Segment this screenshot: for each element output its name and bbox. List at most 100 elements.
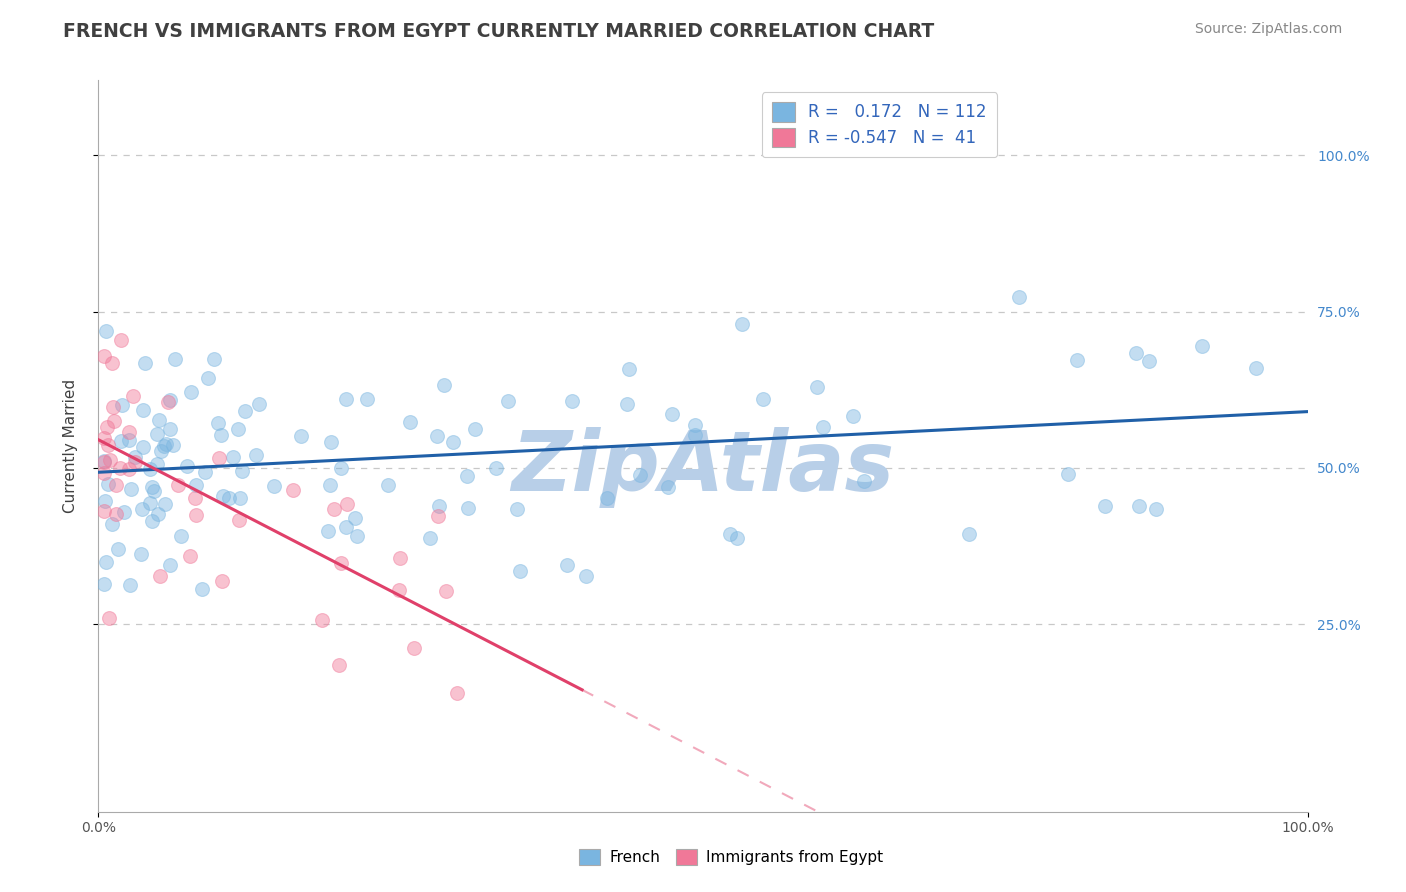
Point — [97, 476, 120, 491]
Point — [167, 477, 190, 491]
Point — [93, 467, 115, 481]
Point — [427, 499, 450, 513]
Point — [441, 435, 464, 450]
Point — [555, 558, 578, 572]
Point — [752, 392, 775, 406]
Point — [1008, 290, 1031, 304]
Point — [179, 549, 201, 564]
Point — [211, 574, 233, 588]
Point — [464, 422, 486, 436]
Point — [112, 504, 135, 518]
Point — [311, 614, 333, 628]
Point — [344, 511, 367, 525]
Point — [263, 479, 285, 493]
Point — [811, 419, 834, 434]
Point — [103, 400, 125, 414]
Point — [118, 434, 141, 448]
Point — [398, 415, 420, 429]
Point — [218, 491, 240, 505]
Point — [433, 378, 456, 392]
Point — [319, 434, 342, 449]
Point — [377, 477, 399, 491]
Point — [105, 508, 128, 522]
Point — [180, 385, 202, 400]
Point — [146, 507, 169, 521]
Point — [104, 478, 127, 492]
Point — [169, 528, 191, 542]
Point — [575, 569, 598, 583]
Point — [281, 483, 304, 497]
Point — [159, 558, 181, 572]
Point — [149, 569, 172, 583]
Point — [141, 480, 163, 494]
Point — [1066, 352, 1088, 367]
Point — [1128, 499, 1150, 513]
Point — [725, 531, 748, 545]
Point — [94, 555, 117, 569]
Point — [93, 504, 115, 518]
Point — [118, 425, 141, 439]
Point — [335, 392, 357, 406]
Point — [94, 493, 117, 508]
Point — [110, 434, 132, 448]
Point — [124, 455, 146, 469]
Point — [328, 657, 350, 672]
Point — [329, 556, 352, 570]
Point — [616, 397, 638, 411]
Point — [155, 437, 177, 451]
Point — [446, 686, 468, 700]
Point — [1144, 502, 1167, 516]
Point — [628, 467, 651, 482]
Point — [118, 578, 141, 592]
Point — [208, 451, 231, 466]
Point — [93, 577, 115, 591]
Legend: French, Immigrants from Egypt: French, Immigrants from Egypt — [572, 843, 890, 871]
Point — [93, 453, 115, 467]
Point — [233, 403, 256, 417]
Point — [457, 500, 479, 515]
Point — [426, 508, 449, 523]
Point — [101, 517, 124, 532]
Point — [103, 414, 125, 428]
Point — [118, 462, 141, 476]
Point — [221, 450, 243, 465]
Point — [842, 409, 865, 423]
Point — [150, 444, 173, 458]
Point — [1137, 354, 1160, 368]
Text: Source: ZipAtlas.com: Source: ZipAtlas.com — [1195, 22, 1343, 37]
Text: ZipAtlas: ZipAtlas — [512, 427, 894, 508]
Point — [229, 491, 252, 505]
Point — [496, 394, 519, 409]
Point — [426, 429, 449, 443]
Text: FRENCH VS IMMIGRANTS FROM EGYPT CURRENTLY MARRIED CORRELATION CHART: FRENCH VS IMMIGRANTS FROM EGYPT CURRENTL… — [63, 22, 935, 41]
Point — [506, 502, 529, 516]
Point — [226, 422, 249, 436]
Point — [156, 394, 179, 409]
Point — [245, 448, 267, 462]
Point — [97, 438, 120, 452]
Legend: R =   0.172   N = 112, R = -0.547   N =  41: R = 0.172 N = 112, R = -0.547 N = 41 — [762, 92, 997, 157]
Point — [228, 513, 250, 527]
Point — [96, 420, 118, 434]
Point — [159, 393, 181, 408]
Point — [806, 380, 828, 394]
Point — [143, 483, 166, 498]
Point — [484, 461, 506, 475]
Point — [194, 465, 217, 479]
Point — [436, 584, 458, 599]
Point — [247, 397, 270, 411]
Point — [93, 431, 115, 445]
Point — [404, 641, 426, 656]
Point — [1094, 499, 1116, 513]
Point — [209, 428, 232, 442]
Point — [139, 496, 162, 510]
Point — [202, 352, 225, 367]
Point — [159, 422, 181, 436]
Point — [131, 501, 153, 516]
Point — [731, 317, 754, 331]
Point — [134, 355, 156, 369]
Point — [145, 457, 167, 471]
Point — [957, 526, 980, 541]
Point — [322, 502, 344, 516]
Point — [93, 349, 115, 363]
